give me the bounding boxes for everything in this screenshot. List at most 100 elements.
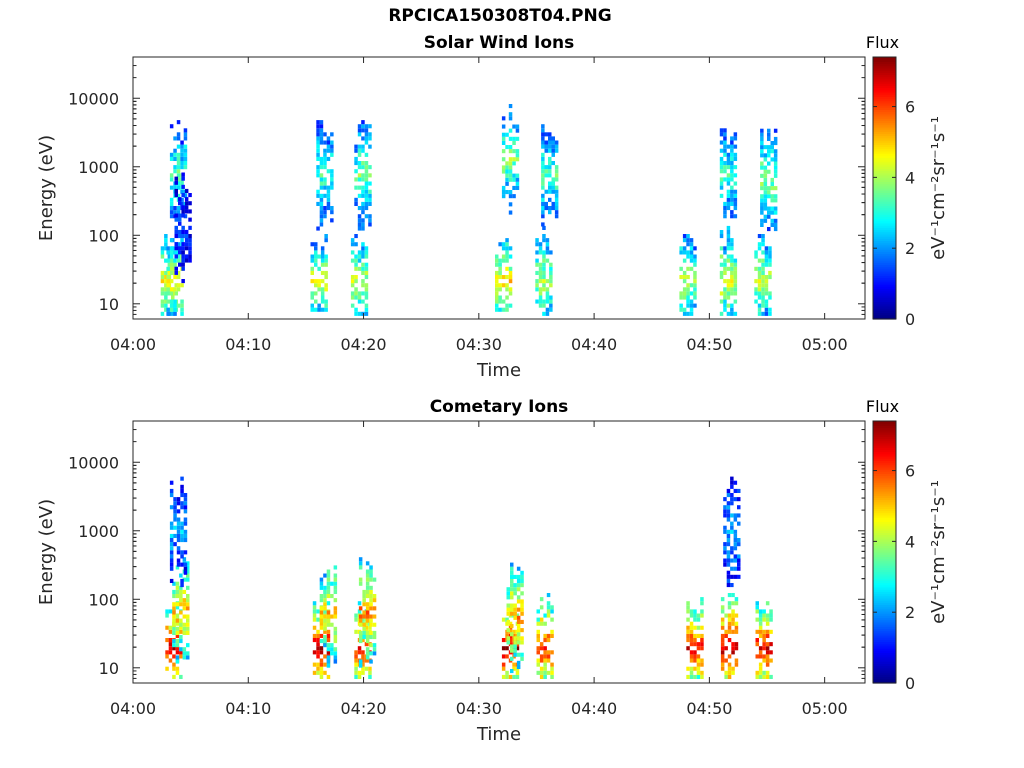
spectrogram-cell: [542, 238, 546, 243]
spectrogram-cell: [326, 650, 331, 655]
spectrogram-cell: [686, 295, 690, 300]
colorbar-step: [873, 192, 896, 196]
spectrogram-cell: [724, 670, 728, 675]
spectrogram-cell: [733, 497, 738, 502]
spectrogram-cell: [724, 629, 728, 634]
spectrogram-cell: [330, 206, 334, 211]
spectrogram-cell: [693, 666, 697, 671]
colorbar-step: [873, 556, 896, 560]
spectrogram-cell: [730, 525, 734, 530]
spectrogram-cell: [357, 258, 362, 263]
spectrogram-cell: [689, 307, 694, 312]
spectrogram-cell: [723, 513, 727, 518]
spectrogram-cell: [730, 303, 734, 308]
spectrogram-cell: [737, 554, 741, 559]
spectrogram-cell: [365, 639, 370, 644]
spectrogram-cell: [539, 617, 544, 622]
spectrogram-cell: [679, 291, 683, 296]
spectrogram-cell: [726, 144, 731, 149]
spectrogram-cell: [501, 617, 506, 622]
colorbar-step: [873, 129, 896, 132]
spectrogram-cell: [324, 270, 328, 275]
spectrogram-cell: [538, 287, 543, 292]
colorbar-title: Flux: [866, 397, 899, 416]
spectrogram-cell: [719, 311, 724, 316]
spectrogram-cell: [733, 546, 738, 551]
spectrogram-cell: [760, 173, 764, 178]
colorbar-step: [873, 582, 896, 586]
spectrogram-cell: [733, 542, 738, 547]
spectrogram-cell: [693, 658, 697, 663]
colorbar-step: [873, 549, 896, 553]
spectrogram-cell: [542, 225, 546, 230]
spectrogram-cell: [369, 659, 373, 664]
spectrogram-cell: [758, 662, 763, 667]
spectrogram-cell: [719, 246, 724, 251]
spectrogram-cell: [696, 674, 701, 679]
spectrogram-cell: [310, 295, 314, 300]
spectrogram-cell: [754, 266, 758, 271]
spectrogram-cell: [510, 669, 514, 674]
y-tick-label: 10: [99, 295, 119, 314]
spectrogram-cell: [545, 311, 550, 316]
spectrogram-cell: [369, 602, 373, 607]
spectrogram-cell: [357, 291, 362, 296]
spectrogram-cell: [682, 295, 687, 300]
spectrogram-cell: [169, 291, 174, 296]
spectrogram-cell: [369, 589, 373, 594]
spectrogram-cell: [369, 585, 373, 590]
spectrogram-cell: [316, 136, 320, 141]
spectrogram-cell: [501, 169, 506, 174]
spectrogram-cell: [760, 161, 764, 166]
spectrogram-cell: [505, 307, 509, 312]
spectrogram-cell: [369, 651, 373, 656]
colorbar-step: [873, 142, 896, 145]
spectrogram-cell: [539, 658, 544, 663]
spectrogram-cell: [183, 501, 188, 506]
spectrogram-cell: [361, 250, 365, 255]
spectrogram-cell: [696, 646, 701, 651]
spectrogram-cell: [754, 291, 758, 296]
spectrogram-cell: [364, 266, 369, 271]
spectrogram-cell: [314, 250, 318, 255]
spectrogram-cell: [733, 197, 738, 202]
colorbar-step: [873, 541, 896, 544]
spectrogram-cell: [361, 193, 365, 198]
spectrogram-cell: [755, 674, 759, 679]
colorbar-step: [873, 268, 896, 272]
spectrogram-cell: [726, 181, 731, 186]
spectrogram-cell: [495, 254, 499, 259]
spectrogram-cell: [696, 670, 701, 675]
spectrogram-cell: [169, 173, 174, 178]
spectrogram-cell: [720, 654, 725, 659]
spectrogram-cell: [723, 152, 727, 157]
spectrogram-cell: [689, 621, 694, 626]
spectrogram-cell: [512, 666, 516, 671]
spectrogram-cell: [773, 206, 778, 211]
spectrogram-cell: [175, 581, 180, 586]
spectrogram-cell: [723, 558, 727, 563]
spectrogram-cell: [330, 594, 334, 599]
spectrogram-cell: [723, 279, 727, 284]
spectrogram-cell: [180, 488, 184, 493]
colorbar-step: [873, 85, 896, 89]
spectrogram-cell: [175, 639, 180, 644]
spectrogram-cell: [176, 517, 181, 522]
spectrogram-cell: [176, 525, 181, 530]
spectrogram-cell: [682, 238, 687, 243]
spectrogram-cell: [770, 198, 774, 203]
colorbar-step: [873, 78, 896, 82]
spectrogram-cell: [693, 613, 697, 618]
spectrogram-cell: [372, 643, 377, 648]
colorbar-step: [873, 672, 896, 675]
colorbar-step: [873, 624, 896, 627]
colorbar-step: [873, 63, 896, 67]
spectrogram-cell: [168, 625, 173, 630]
spectrogram-cell: [180, 201, 184, 206]
spectrogram-cell: [543, 650, 547, 655]
spectrogram-cell: [760, 165, 764, 170]
spectrogram-cell: [726, 303, 731, 308]
spectrogram-cell: [365, 655, 370, 660]
spectrogram-cell: [770, 222, 774, 227]
spectrogram-cell: [512, 140, 516, 145]
